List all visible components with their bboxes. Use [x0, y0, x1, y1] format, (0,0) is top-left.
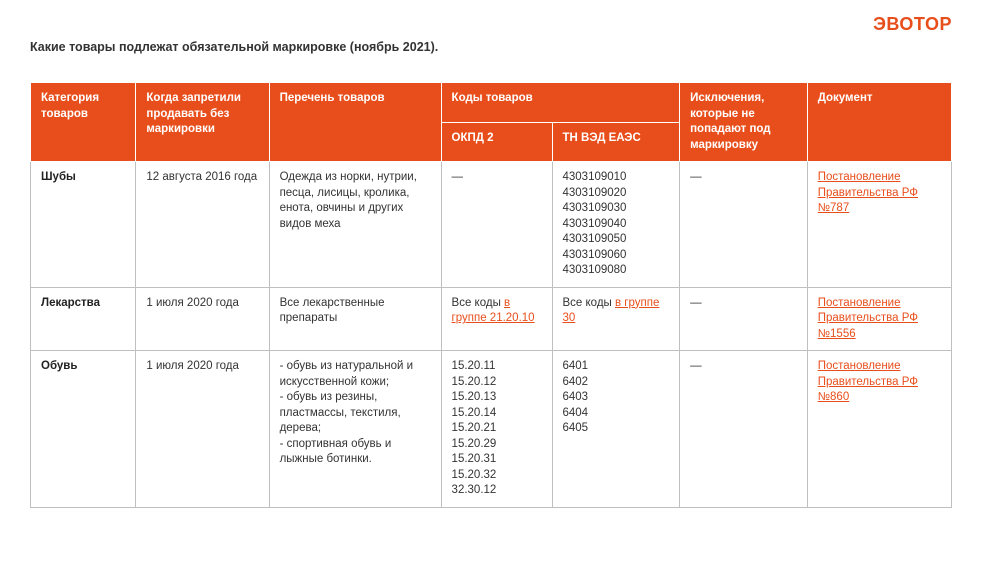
cell-okpd: —: [441, 162, 552, 288]
cell-category: Обувь: [31, 351, 136, 508]
cell-tnved: 4303109010 4303109020 4303109030 4303109…: [552, 162, 680, 288]
document-link[interactable]: Постановление Правительства РФ №787: [818, 171, 918, 214]
cell-category: Шубы: [31, 162, 136, 288]
brand-logo: ЭВОТОР: [873, 14, 952, 35]
cell-tnved: Все коды в группе 30: [552, 287, 680, 351]
exclusions-text: —: [690, 297, 702, 309]
marking-table: Категория товаров Когда запретили продав…: [30, 82, 952, 508]
cell-list: - обувь из натуральной и искусственной к…: [269, 351, 441, 508]
cell-exclusions: —: [680, 351, 808, 508]
col-codes-group: Коды товаров: [441, 83, 680, 123]
page-title: Какие товары подлежат обязательной марки…: [30, 40, 438, 54]
col-document: Документ: [807, 83, 951, 162]
cell-exclusions: —: [680, 287, 808, 351]
okpd-prefix: Все коды: [452, 297, 505, 309]
table-row: Шубы 12 августа 2016 года Одежда из норк…: [31, 162, 952, 288]
col-exclusions: Исключения, которые не попадают под марк…: [680, 83, 808, 162]
cell-category: Лекарства: [31, 287, 136, 351]
cell-okpd: 15.20.11 15.20.12 15.20.13 15.20.14 15.2…: [441, 351, 552, 508]
tnved-text: 6401 6402 6403 6404 6405: [563, 360, 589, 434]
cell-list: Одежда из норки, нутрии, песца, лисицы, …: [269, 162, 441, 288]
col-tnved: ТН ВЭД ЕАЭС: [552, 122, 680, 162]
okpd-text: 15.20.11 15.20.12 15.20.13 15.20.14 15.2…: [452, 360, 497, 496]
tnved-text: 4303109010 4303109020 4303109030 4303109…: [563, 171, 627, 276]
exclusions-text: —: [690, 360, 702, 372]
brand-text: ЭВОТОР: [873, 14, 952, 34]
col-okpd: ОКПД 2: [441, 122, 552, 162]
marking-table-wrapper: Категория товаров Когда запретили продав…: [30, 82, 952, 508]
cell-document: Постановление Правительства РФ №787: [807, 162, 951, 288]
document-link[interactable]: Постановление Правительства РФ №860: [818, 360, 918, 403]
list-text: - обувь из натуральной и искусственной к…: [280, 360, 414, 465]
exclusions-text: —: [690, 171, 702, 183]
cell-tnved: 6401 6402 6403 6404 6405: [552, 351, 680, 508]
cell-okpd: Все коды в группе 21.20.10: [441, 287, 552, 351]
cell-exclusions: —: [680, 162, 808, 288]
cell-date: 1 июля 2020 года: [136, 287, 269, 351]
tnved-prefix: Все коды: [563, 297, 616, 309]
cell-document: Постановление Правительства РФ №860: [807, 351, 951, 508]
document-link[interactable]: Постановление Правительства РФ №1556: [818, 297, 918, 340]
cell-list: Все лекарственные препараты: [269, 287, 441, 351]
table-row: Лекарства 1 июля 2020 года Все лекарстве…: [31, 287, 952, 351]
col-category: Категория товаров: [31, 83, 136, 162]
table-row: Обувь 1 июля 2020 года - обувь из натура…: [31, 351, 952, 508]
col-date: Когда запретили продавать без маркировки: [136, 83, 269, 162]
cell-date: 12 августа 2016 года: [136, 162, 269, 288]
okpd-text: —: [452, 171, 464, 183]
cell-document: Постановление Правительства РФ №1556: [807, 287, 951, 351]
cell-date: 1 июля 2020 года: [136, 351, 269, 508]
col-list: Перечень товаров: [269, 83, 441, 162]
